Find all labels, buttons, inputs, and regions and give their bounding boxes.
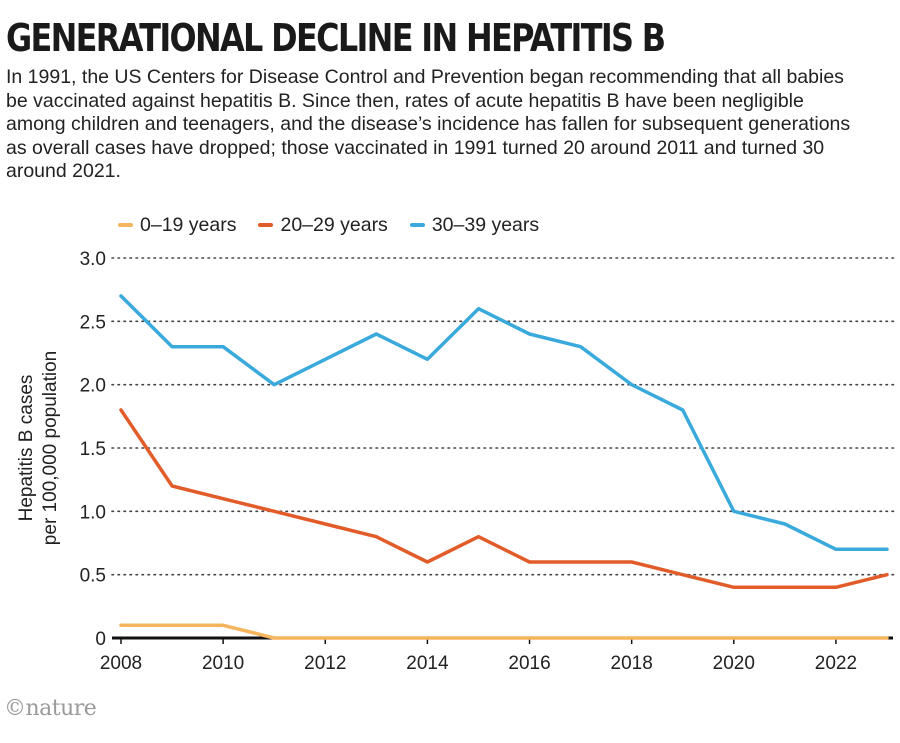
legend-swatch-0-19 xyxy=(118,223,133,227)
x-tick-label-2022: 2022 xyxy=(815,653,857,674)
x-tick-label-2016: 2016 xyxy=(508,653,550,674)
nature-logo: ©nature xyxy=(4,696,97,721)
legend-label-0-19: 0–19 years xyxy=(140,213,237,236)
legend-item-30-39: 30–39 years xyxy=(409,213,540,237)
y-tick-label-2.0: 2.0 xyxy=(80,376,106,397)
y-axis-label: Hepatitis B cases per 100,000 population xyxy=(16,351,61,545)
series-line-0-19 xyxy=(119,623,889,640)
y-tick-label-2.5: 2.5 xyxy=(80,312,106,333)
x-tick-label-2020: 2020 xyxy=(713,653,755,674)
legend-swatch-30-39 xyxy=(409,223,425,227)
legend-label-20-29: 20–29 years xyxy=(280,213,388,236)
x-tick-label-2012: 2012 xyxy=(304,653,346,674)
legend-item-20-29: 20–29 years xyxy=(258,213,388,237)
y-tick-label-1.0: 1.0 xyxy=(80,502,106,523)
series-line-20-29 xyxy=(119,408,889,590)
chart-title: GENERATIONAL DECLINE IN HEPATITIS B xyxy=(6,16,666,60)
chart-subtitle: In 1991, the US Centers for Disease Cont… xyxy=(6,66,851,182)
series-line-30-39 xyxy=(119,294,889,552)
y-tick-label-0: 0 xyxy=(95,629,106,650)
x-tick-label-2018: 2018 xyxy=(611,653,653,674)
legend: 0–19 years 20–29 years 30–39 years xyxy=(118,213,561,237)
x-tick-label-2010: 2010 xyxy=(202,653,244,674)
legend-swatch-20-29 xyxy=(258,223,274,227)
legend-label-30-39: 30–39 years xyxy=(431,213,540,236)
legend-item-0-19: 0–19 years xyxy=(118,214,236,237)
y-tick-label-0.5: 0.5 xyxy=(80,566,106,587)
x-tick-label-2014: 2014 xyxy=(406,653,449,674)
y-tick-label-1.5: 1.5 xyxy=(80,439,106,460)
x-tick-label-2008: 2008 xyxy=(100,653,142,674)
y-tick-label-3.0: 3.0 xyxy=(80,249,106,270)
y-axis-label-line-1: Hepatitis B cases xyxy=(16,375,37,522)
y-axis-label-line-2: per 100,000 population xyxy=(40,351,61,545)
